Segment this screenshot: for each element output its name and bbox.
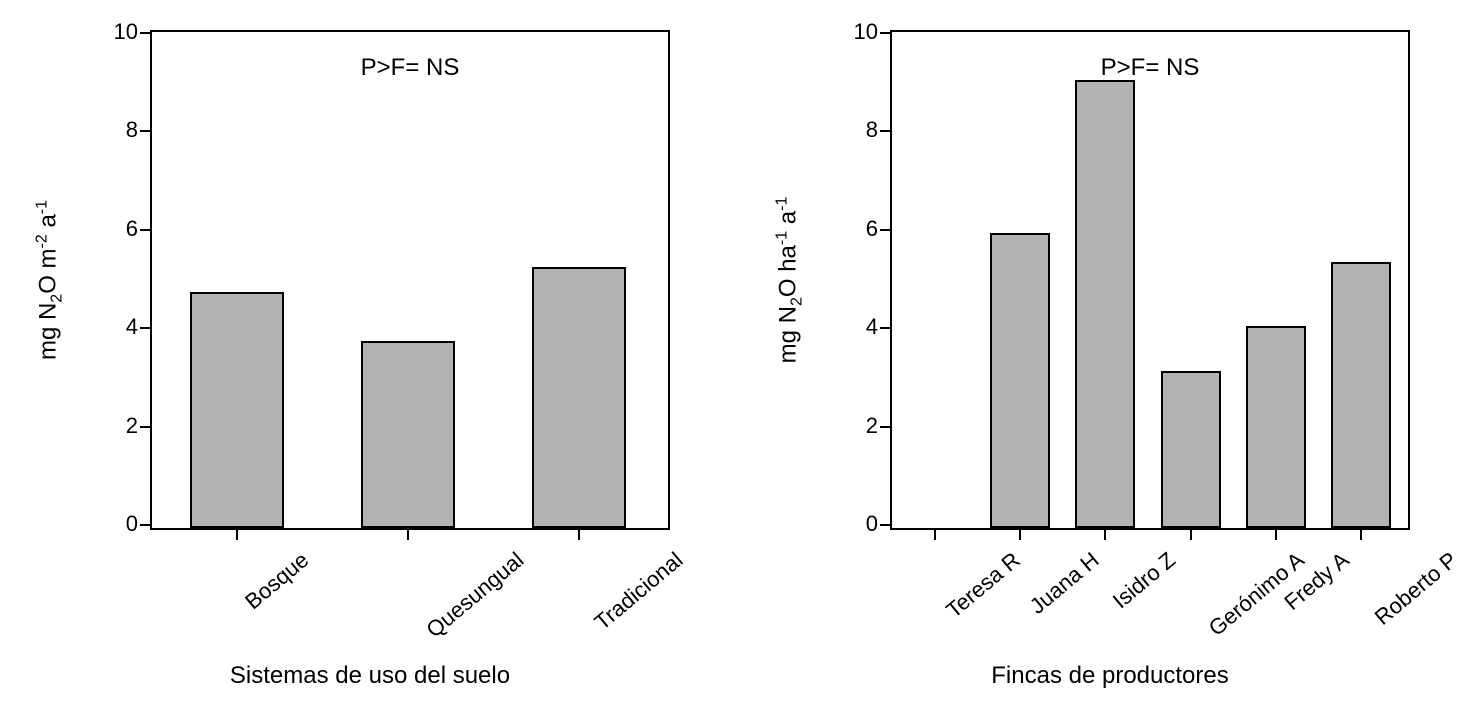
- x-tick: [1190, 530, 1192, 540]
- y-axis-label-left: mg N2O m-2 a-1: [34, 200, 67, 360]
- y-axis-label-right: mg N2O ha-1 a-1: [774, 197, 807, 364]
- y-tick: [880, 32, 890, 34]
- y-tick: [140, 32, 150, 34]
- x-tick-label: Juana H: [1025, 547, 1104, 620]
- x-tick: [1019, 530, 1021, 540]
- y-tick: [140, 327, 150, 329]
- x-tick-label: Tradicional: [589, 547, 688, 636]
- bar: [532, 267, 626, 528]
- y-tick-label: 10: [98, 19, 138, 45]
- bar: [1075, 80, 1135, 528]
- y-tick: [880, 524, 890, 526]
- y-tick-label: 6: [98, 216, 138, 242]
- x-tick-label: Isidro Z: [1108, 547, 1181, 614]
- x-axis-title-left: Sistemas de uso del suelo: [40, 662, 700, 690]
- x-tick-label: Quesungual: [421, 547, 529, 643]
- bar: [361, 341, 455, 528]
- y-tick-label: 8: [98, 117, 138, 143]
- plot-area-right: P>F= NS 0246810Teresa RJuana HIsidro ZGe…: [890, 30, 1410, 530]
- bar: [990, 233, 1050, 528]
- annotation-right: P>F= NS: [1101, 54, 1200, 82]
- y-tick: [140, 229, 150, 231]
- x-tick: [407, 530, 409, 540]
- x-axis-title-right: Fincas de productores: [780, 662, 1440, 690]
- x-tick: [1275, 530, 1277, 540]
- y-tick: [880, 327, 890, 329]
- plot-area-left: P>F= NS 0246810BosqueQuesungualTradicion…: [150, 30, 670, 530]
- y-tick-label: 10: [838, 19, 878, 45]
- y-tick-label: 4: [838, 314, 878, 340]
- y-tick-label: 4: [98, 314, 138, 340]
- panel-fincas: mg N2O ha-1 a-1 P>F= NS 0246810Teresa RJ…: [780, 20, 1440, 690]
- y-tick-label: 0: [838, 511, 878, 537]
- y-tick-label: 0: [98, 511, 138, 537]
- x-tick-label: Teresa R: [941, 547, 1025, 624]
- y-tick-label: 8: [838, 117, 878, 143]
- x-tick: [934, 530, 936, 540]
- y-tick-label: 2: [838, 413, 878, 439]
- bar: [1161, 371, 1221, 528]
- y-tick: [140, 130, 150, 132]
- y-tick: [880, 130, 890, 132]
- x-tick: [1104, 530, 1106, 540]
- y-tick: [880, 229, 890, 231]
- y-tick-label: 2: [98, 413, 138, 439]
- y-tick: [140, 426, 150, 428]
- y-tick: [880, 426, 890, 428]
- annotation-left: P>F= NS: [361, 54, 460, 82]
- x-tick-label: Roberto P: [1370, 547, 1463, 631]
- bar: [1246, 326, 1306, 528]
- y-tick-label: 6: [838, 216, 878, 242]
- x-tick: [236, 530, 238, 540]
- figure: mg N2O m-2 a-1 P>F= NS 0246810BosqueQues…: [0, 0, 1482, 711]
- y-tick: [140, 524, 150, 526]
- bar: [190, 292, 284, 528]
- x-tick: [1360, 530, 1362, 540]
- panel-sistemas: mg N2O m-2 a-1 P>F= NS 0246810BosqueQues…: [40, 20, 700, 690]
- x-tick-label: Bosque: [240, 547, 314, 615]
- x-tick: [578, 530, 580, 540]
- bar: [1331, 262, 1391, 528]
